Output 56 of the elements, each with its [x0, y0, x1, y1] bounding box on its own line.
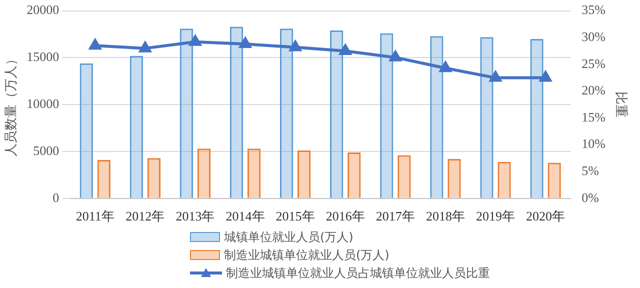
- legend-label: 制造业城镇单位就业人员(万人): [224, 247, 390, 264]
- bar: [230, 26, 244, 198]
- bar: [480, 37, 494, 198]
- bar: [80, 63, 93, 198]
- point: [440, 62, 452, 72]
- point: [340, 44, 352, 55]
- x-tick-label: 2016年: [326, 208, 365, 224]
- bar: [147, 158, 160, 198]
- point: [390, 50, 402, 62]
- bar: [348, 152, 361, 198]
- bar: [247, 148, 261, 198]
- point: [189, 35, 202, 46]
- legend-label: 城镇单位就业人员(万人): [224, 229, 354, 246]
- x-tick-label: 2014年: [226, 208, 265, 224]
- y2-tick-label: 35%: [582, 2, 606, 18]
- x-tick-label: 2017年: [376, 208, 415, 224]
- bar: [180, 28, 194, 198]
- x-tick-label: 2020年: [526, 208, 566, 224]
- point: [289, 40, 302, 52]
- point: [540, 71, 552, 82]
- y-tick-label: 0: [52, 190, 60, 205]
- y2-tick-label: 15%: [582, 109, 606, 124]
- y-tick-label: 10000: [26, 96, 60, 112]
- y2-tick-label: 10%: [582, 136, 606, 152]
- y-tick-label: 15000: [26, 49, 60, 64]
- y2-tick-label: 5%: [582, 163, 600, 178]
- x-tick-label: 2015年: [276, 208, 315, 224]
- y2-tick-label: 20%: [582, 82, 606, 98]
- x-tick-label: 2011年: [76, 208, 114, 224]
- bar: [530, 38, 544, 198]
- x-tick-label: 2018年: [426, 208, 465, 224]
- bar: [398, 155, 411, 198]
- point: [139, 42, 151, 52]
- x-tick-label: 2019年: [476, 208, 515, 224]
- bar: [380, 33, 394, 198]
- point: [239, 38, 252, 48]
- bar: [448, 159, 461, 198]
- bar: [298, 150, 311, 198]
- bar: [548, 162, 561, 198]
- point: [490, 71, 502, 82]
- bar: [197, 148, 211, 198]
- y2-tick-label: 30%: [582, 29, 606, 44]
- y-tick-label: 5000: [33, 142, 60, 158]
- x-tick-label: 2012年: [126, 208, 165, 224]
- y2-tick-label: 25%: [582, 56, 606, 71]
- y2-axis-title: 比重: [612, 92, 628, 118]
- bar: [280, 28, 294, 198]
- bar: [130, 56, 143, 198]
- point: [89, 39, 101, 50]
- bar: [498, 162, 511, 198]
- x-tick-label: 2013年: [176, 208, 215, 224]
- y-tick-label: 20000: [26, 2, 60, 18]
- legend-label: 制造业城镇单位就业人员占城镇单位就业人员比重: [226, 265, 490, 282]
- bar: [97, 160, 110, 198]
- y2-tick-label: 0%: [582, 190, 600, 205]
- y-axis-title: 人员数量（万人）: [4, 52, 20, 157]
